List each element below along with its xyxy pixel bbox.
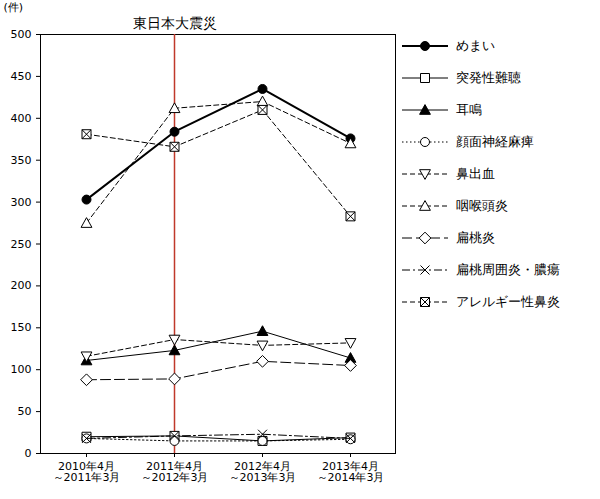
- html-text:顔面神経麻痺: 顔面神経麻痺: [456, 134, 534, 149]
- svg-text:450: 450: [11, 70, 32, 83]
- html-text:扁桃炎: 扁桃炎: [456, 230, 495, 245]
- svg-text:東日本大震災: 東日本大震災: [133, 15, 217, 31]
- svg-text:250: 250: [11, 238, 32, 251]
- svg-text:2011年4月～2012年3月: 2011年4月～2012年3月: [141, 460, 209, 484]
- svg-text:200: 200: [11, 279, 32, 292]
- html-text:扁桃周囲炎・膿瘍: 扁桃周囲炎・膿瘍: [456, 262, 560, 277]
- html-text:咽喉頭炎: 咽喉頭炎: [456, 198, 508, 213]
- html-text:耳鳴: 耳鳴: [456, 102, 482, 117]
- svg-text:2013年4月～2014年3月: 2013年4月～2014年3月: [317, 460, 385, 484]
- svg-text:(件): (件): [4, 1, 24, 14]
- html-text:めまい: めまい: [456, 38, 495, 53]
- html-text:アレルギー性鼻炎: アレルギー性鼻炎: [456, 294, 560, 309]
- svg-text:350: 350: [11, 154, 32, 167]
- svg-text:100: 100: [11, 363, 32, 376]
- svg-text:400: 400: [11, 112, 32, 125]
- html-text:突発性難聴: 突発性難聴: [456, 70, 521, 85]
- svg-text:50: 50: [18, 405, 32, 418]
- svg-text:500: 500: [11, 28, 32, 41]
- html-text:鼻出血: 鼻出血: [456, 166, 495, 181]
- svg-text:2012年4月～2013年3月: 2012年4月～2013年3月: [229, 460, 297, 484]
- svg-text:2010年4月～2011年3月: 2010年4月～2011年3月: [53, 460, 121, 484]
- svg-text:300: 300: [11, 196, 32, 209]
- svg-text:150: 150: [11, 321, 32, 334]
- svg-text:0: 0: [25, 447, 32, 460]
